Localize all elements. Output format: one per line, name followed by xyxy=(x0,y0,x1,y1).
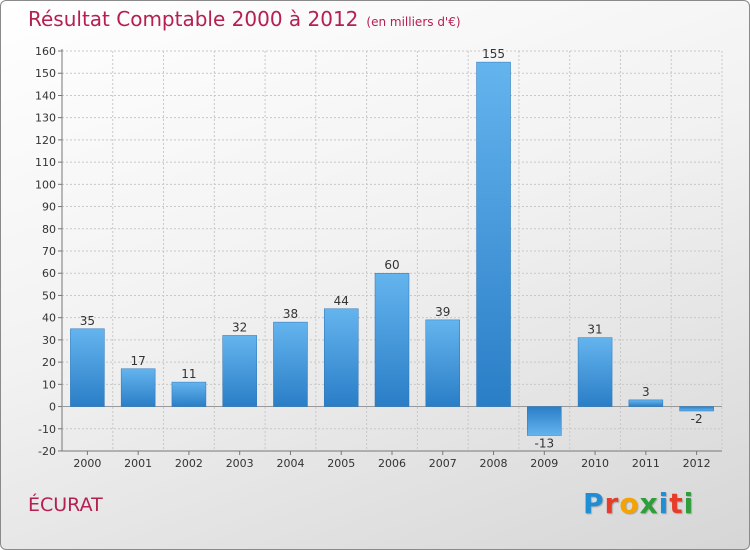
data-label-2010: 31 xyxy=(587,323,602,337)
proxiti-logo: Proxiti xyxy=(583,487,694,520)
y-tick-label: 80 xyxy=(42,223,56,236)
x-tick-label: 2007 xyxy=(429,457,457,470)
logo-letter: o xyxy=(619,487,640,520)
y-tick-label: 40 xyxy=(42,312,56,325)
chart-title: Résultat Comptable 2000 à 2012 (en millie… xyxy=(28,7,461,31)
y-tick-label: -20 xyxy=(38,445,56,458)
logo-letter: x xyxy=(639,487,659,520)
data-label-2009: -13 xyxy=(535,436,555,450)
x-tick-label: 2002 xyxy=(175,457,203,470)
x-tick-label: 2005 xyxy=(327,457,355,470)
data-label-2012: -2 xyxy=(691,412,703,426)
logo-letter: r xyxy=(604,487,620,520)
title-text: Résultat Comptable 2000 à 2012 xyxy=(28,7,359,31)
bar-2011 xyxy=(628,399,664,407)
bar-2000 xyxy=(70,328,105,407)
data-label-2008: 155 xyxy=(482,47,505,61)
x-tick-label: 2004 xyxy=(276,457,304,470)
y-tick-label: 100 xyxy=(35,178,56,191)
y-tick-label: 50 xyxy=(42,289,56,302)
x-tick-label: 2000 xyxy=(73,457,101,470)
data-label-2004: 38 xyxy=(283,307,298,321)
data-label-2006: 60 xyxy=(384,258,399,272)
y-tick-label: 10 xyxy=(42,378,56,391)
bar-2001 xyxy=(120,368,156,407)
y-tick-label: -10 xyxy=(38,423,56,436)
bar-2008 xyxy=(476,61,511,407)
x-tick-label: 2003 xyxy=(226,457,254,470)
y-tick-label: 70 xyxy=(42,245,56,258)
y-tick-label: 60 xyxy=(42,267,56,280)
y-tick-label: 30 xyxy=(42,334,56,347)
bar-2006 xyxy=(374,272,410,407)
logo-letter: t xyxy=(669,487,684,520)
data-label-2001: 17 xyxy=(131,354,146,368)
x-tick-label: 2011 xyxy=(632,457,660,470)
logo-letter: P xyxy=(583,487,605,520)
bar-2007 xyxy=(425,319,461,407)
data-label-2000: 35 xyxy=(80,314,95,328)
x-tick-label: 2001 xyxy=(124,457,152,470)
bar-2003 xyxy=(222,335,257,407)
logo-letter: i xyxy=(658,487,670,520)
bar-2012 xyxy=(679,406,714,412)
data-label-2005: 44 xyxy=(334,294,349,308)
bar-2009 xyxy=(527,406,562,436)
data-label-2011: 3 xyxy=(642,385,650,399)
y-tick-label: 120 xyxy=(35,134,56,147)
x-tick-label: 2008 xyxy=(480,457,508,470)
x-tick-label: 2006 xyxy=(378,457,406,470)
chart-subtitle: (en milliers d'€) xyxy=(366,15,461,29)
logo-letter: i xyxy=(683,487,695,520)
bar-2004 xyxy=(273,321,308,407)
y-tick-label: 160 xyxy=(35,45,56,58)
bar-2005 xyxy=(323,308,359,407)
bar-2002 xyxy=(171,381,207,407)
data-label-2002: 11 xyxy=(181,367,196,381)
y-tick-label: 110 xyxy=(35,156,56,169)
data-label-2003: 32 xyxy=(232,320,247,334)
x-tick-label: 2012 xyxy=(683,457,711,470)
commune-name: ÉCURAT xyxy=(28,494,103,516)
y-tick-label: 150 xyxy=(35,67,56,80)
data-labels: 35 17 11 32 38 44 60 39 155 -13 31 3 -2 xyxy=(80,47,703,450)
y-tick-label: 0 xyxy=(49,401,56,414)
y-tick-label: 130 xyxy=(35,112,56,125)
x-tick-label: 2010 xyxy=(581,457,609,470)
y-tick-label: 20 xyxy=(42,356,56,369)
y-tick-label: 90 xyxy=(42,201,56,214)
tick-labels: -20 -10 0 10 20 30 40 50 60 70 80 90 100 110 120 130 140… xyxy=(35,45,711,470)
x-tick-label: 2009 xyxy=(530,457,558,470)
bar-2010 xyxy=(577,337,613,407)
data-label-2007: 39 xyxy=(435,305,450,319)
y-tick-label: 140 xyxy=(35,89,56,102)
bars xyxy=(70,61,714,436)
